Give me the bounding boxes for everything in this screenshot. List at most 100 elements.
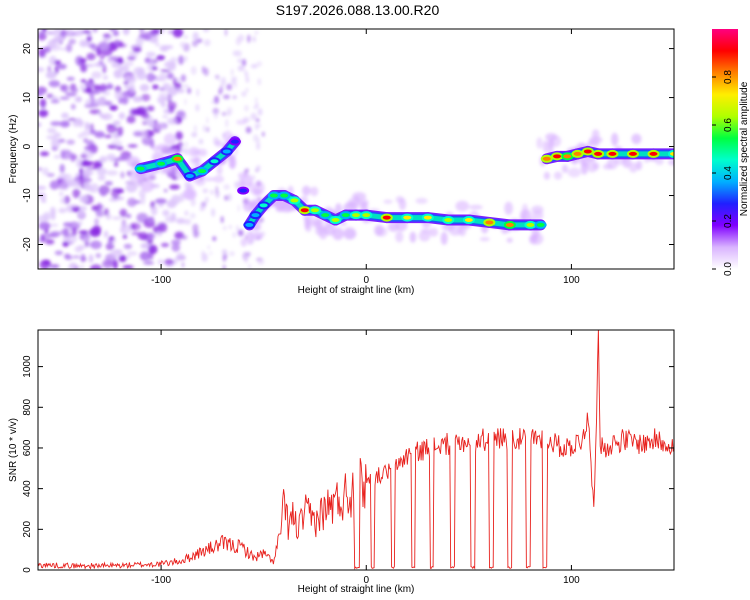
spectrogram-noise-blob (203, 124, 206, 133)
snr-y-tick-label: 0 (22, 567, 33, 573)
spectrogram-noise-blob (549, 135, 562, 148)
spectrogram-noise-blob (45, 239, 55, 245)
spectrogram-noise-blob (150, 205, 158, 216)
spectrogram-noise-blob (113, 69, 123, 79)
colorbar-tick-label: 0.4 (723, 166, 734, 180)
spectrogram-noise-blob (60, 150, 73, 160)
spectrogram-noise-blob (504, 201, 513, 215)
spectrogram-noise-blob (228, 224, 232, 230)
spectrogram-noise-blob (154, 122, 166, 130)
spectrogram-noise-blob (65, 92, 77, 97)
spectrogram-noise-blob (88, 78, 94, 83)
spectrogram-noise-blob (231, 76, 236, 85)
spectrogram-noise-blob (80, 41, 92, 47)
spectrogram-noise-blob (90, 240, 102, 250)
spectrogram-noise-blob (240, 238, 247, 247)
spectrogram-noise-blob (223, 94, 230, 100)
spectrogram-noise-blob (146, 72, 155, 83)
spectrogram-noise-blob (59, 191, 64, 197)
spectrogram-noise-blob (70, 152, 76, 163)
spectrogram-noise-blob (310, 186, 319, 197)
spectrogram-noise-blob (66, 139, 75, 145)
spectrogram-noise-blob (250, 63, 258, 69)
spectrogram-noise-blob (98, 112, 103, 117)
snr-plot-area (38, 330, 674, 570)
spectrogram-noise-blob (184, 210, 189, 216)
spectrogram-noise-blob (54, 29, 62, 32)
spectrogram-noise-blob (234, 79, 237, 89)
spectrogram-y-tick-label: 10 (22, 92, 33, 104)
spectrogram-noise-blob (38, 122, 42, 128)
spectrogram-noise-blob (214, 74, 220, 79)
spectrogram-noise-blob (119, 208, 128, 218)
spectrogram-ridge-peak (423, 215, 432, 220)
spectrogram-noise-blob (180, 74, 186, 82)
spectrogram-noise-blob (236, 119, 247, 125)
spectrogram-noise-blob (175, 131, 183, 141)
spectrogram-noise-blob (143, 31, 153, 41)
spectrogram-noise-blob (103, 230, 109, 238)
spectrogram-ridge-peak (251, 213, 260, 218)
spectrogram-noise-blob (256, 141, 261, 151)
spectrogram-noise-blob (245, 87, 249, 93)
spectrogram-noise-blob (144, 57, 151, 64)
spectrogram-noise-blob (47, 65, 52, 73)
spectrogram-noise-blob (191, 132, 198, 138)
spectrogram-noise-blob (255, 126, 259, 130)
spectrogram-noise-blob (234, 181, 238, 188)
spectrogram-noise-blob (536, 137, 543, 149)
spectrogram-noise-blob (72, 188, 81, 199)
spectrogram-noise-blob (188, 146, 201, 157)
spectrogram-noise-blob (126, 56, 136, 60)
spectrogram-noise-blob (129, 171, 137, 181)
spectrogram-noise-blob (126, 255, 131, 259)
spectrogram-noise-blob (39, 192, 47, 201)
spectrogram-noise-blob (215, 140, 223, 147)
spectrogram-noise-blob (62, 84, 69, 93)
spectrogram-noise-blob (192, 223, 199, 232)
spectrogram-noise-blob (109, 105, 118, 111)
spectrogram-noise-blob (611, 132, 619, 146)
spectrogram-noise-blob (97, 175, 106, 181)
spectrogram-noise-blob (54, 60, 62, 65)
spectrogram-noise-blob (182, 115, 187, 120)
spectrogram-frame (37, 28, 675, 270)
spectrogram-noise-blob (172, 257, 178, 265)
spectrogram-noise-blob (631, 133, 642, 145)
spectrogram-ridge-peak (352, 213, 360, 218)
spectrogram-noise-blob (210, 189, 214, 195)
spectrogram-noise-blob (230, 68, 234, 77)
spectrogram-noise-blob (156, 143, 168, 151)
spectrogram-noise-blob (152, 29, 160, 34)
spectrogram-noise-blob (123, 80, 129, 86)
spectrogram-noise-blob (176, 218, 186, 224)
spectrogram-noise-blob (213, 175, 225, 183)
spectrogram-noise-blob (222, 264, 226, 269)
spectrogram-noise-blob (99, 204, 104, 209)
spectrogram-noise-blob (164, 258, 174, 265)
spectrogram-noise-blob (90, 264, 102, 269)
spectrogram-noise-blob (103, 208, 109, 216)
spectrogram-noise-blob (122, 265, 134, 269)
spectrogram-noise-blob (178, 55, 184, 65)
spectrogram-ridge-peak (444, 218, 453, 223)
spectrogram-noise-blob (114, 90, 123, 100)
spectrogram-noise-blob (136, 106, 147, 116)
spectrogram-ridge-peak (526, 222, 535, 227)
spectrogram-ridge-peak (505, 222, 514, 227)
spectrogram-noise-blob (167, 86, 178, 96)
spectrogram-ridge-peak (173, 156, 182, 161)
spectrogram-noise-blob (455, 200, 470, 212)
spectrogram-noise-blob (198, 138, 202, 145)
spectrogram-noise-blob (245, 231, 254, 246)
spectrogram-noise-blob (220, 216, 224, 224)
spectrogram-noise-blob (143, 261, 155, 265)
spectrogram-noise-blob (252, 175, 256, 180)
spectrogram-noise-blob (343, 227, 357, 240)
spectrogram-noise-blob (175, 88, 185, 94)
spectrogram-noise-blob (39, 98, 47, 108)
spectrogram-ridge-peak (310, 208, 319, 213)
spectrogram-noise-blob (543, 171, 551, 180)
spectrogram-noise-blob (237, 172, 248, 179)
spectrogram-noise-blob (99, 55, 105, 60)
